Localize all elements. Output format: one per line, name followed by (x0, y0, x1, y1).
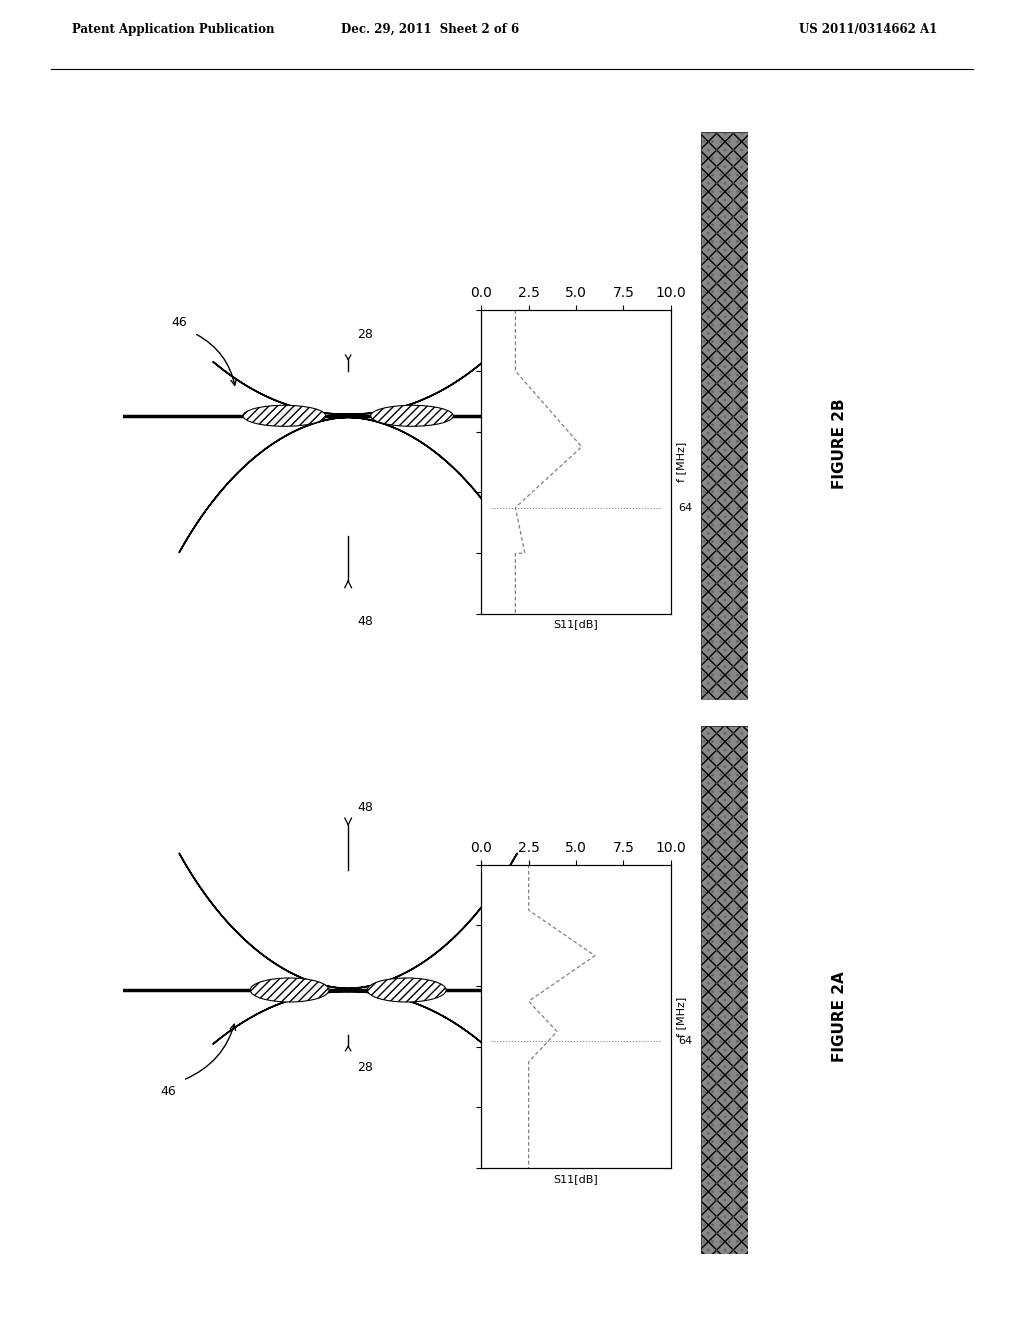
Text: FIGURE 2A: FIGURE 2A (833, 972, 847, 1061)
Text: US 2011/0314662 A1: US 2011/0314662 A1 (799, 22, 937, 36)
X-axis label: S11[dB]: S11[dB] (554, 619, 598, 630)
Text: Dec. 29, 2011  Sheet 2 of 6: Dec. 29, 2011 Sheet 2 of 6 (341, 22, 519, 36)
Text: 28: 28 (357, 327, 373, 341)
Ellipse shape (371, 405, 454, 426)
Text: 64: 64 (678, 1036, 692, 1045)
Text: FIGURE 2B: FIGURE 2B (833, 399, 847, 490)
Text: 28: 28 (357, 1061, 373, 1074)
Ellipse shape (250, 978, 329, 1002)
Ellipse shape (243, 405, 326, 426)
Ellipse shape (368, 978, 446, 1002)
Y-axis label: f [MHz]: f [MHz] (676, 442, 686, 482)
X-axis label: S11[dB]: S11[dB] (554, 1173, 598, 1184)
Text: 48: 48 (357, 800, 373, 813)
Text: 64: 64 (678, 503, 692, 512)
Text: Patent Application Publication: Patent Application Publication (72, 22, 274, 36)
Text: 46: 46 (161, 1085, 176, 1098)
Text: 46: 46 (172, 315, 187, 329)
Y-axis label: f [MHz]: f [MHz] (676, 997, 686, 1036)
Text: 48: 48 (357, 615, 373, 628)
